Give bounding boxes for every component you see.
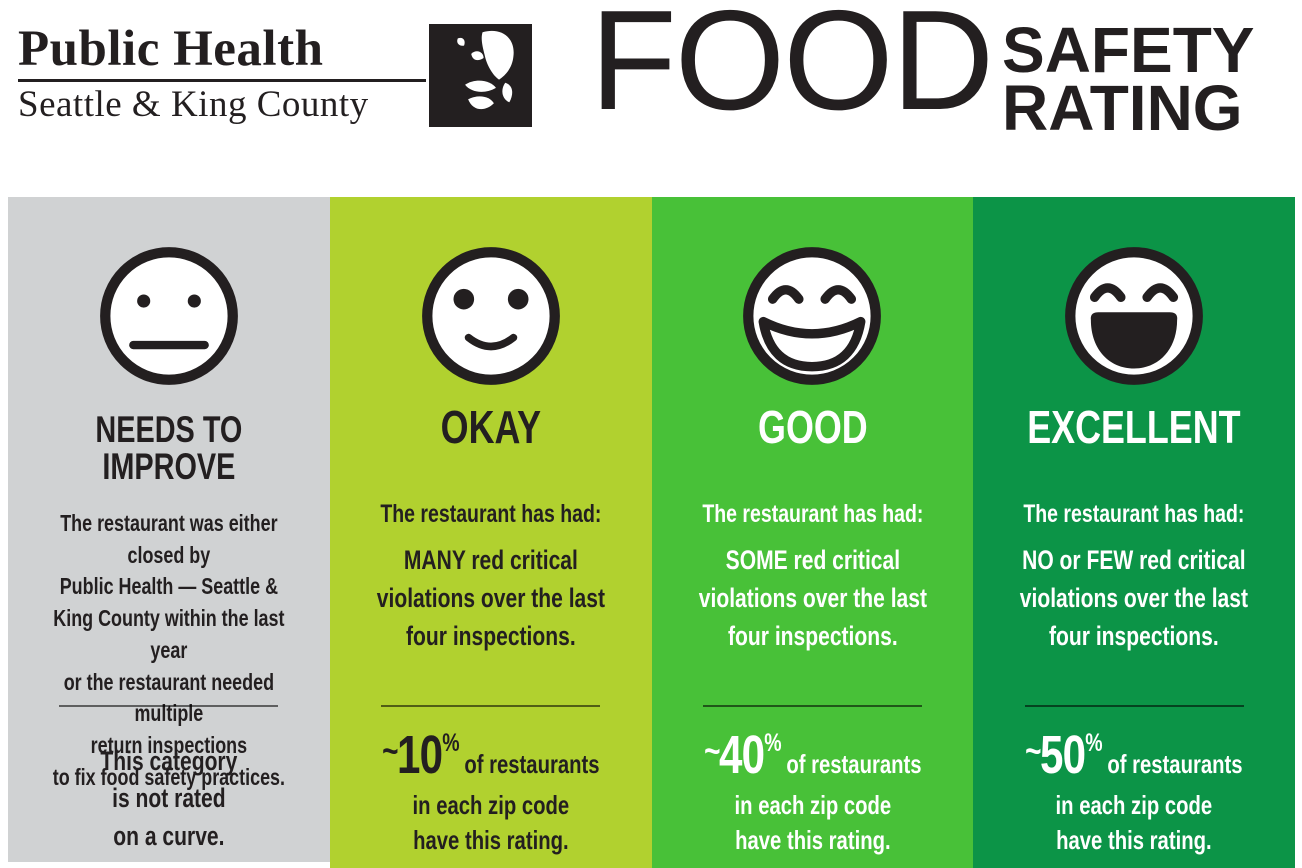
stat-rest: in each zip code have this rating.: [1055, 790, 1213, 856]
stat-line: ~40%of restaurants: [687, 728, 938, 782]
stat-percent-sign: %: [1085, 729, 1103, 757]
title-safety-rating: SAFETY RATING: [1002, 14, 1255, 144]
smile-face-icon: [743, 247, 882, 385]
slight-smile-face-icon: [421, 247, 560, 385]
column-good: GOOD The restaurant has had: SOME red cr…: [651, 197, 974, 868]
stat-value: 50: [1040, 725, 1086, 785]
rating-title: GOOD: [757, 401, 868, 453]
divider-line: [381, 705, 600, 707]
page-header: Public Health Seattle & King County FOOD…: [0, 0, 1302, 197]
rating-title: EXCELLENT: [1027, 401, 1241, 453]
stat-line: ~10%of restaurants: [365, 728, 616, 782]
rating-description: NO or FEW red critical violations over t…: [1020, 545, 1249, 651]
column-okay: OKAY The restaurant has had: MANY red cr…: [329, 197, 652, 868]
rating-title: NEEDS TO IMPROVE: [95, 409, 243, 487]
rating-description: MANY red critical violations over the la…: [376, 545, 605, 651]
stat-percent-sign: %: [763, 729, 782, 757]
org-name: Public Health: [18, 24, 426, 82]
title-food: FOOD: [590, 0, 994, 140]
rating-stat: ~40%of restaurants in each zip code have…: [687, 728, 938, 858]
stat-rest: in each zip code have this rating.: [734, 790, 891, 856]
public-health-logo: Public Health Seattle & King County: [18, 24, 426, 126]
divider-line: [702, 705, 922, 707]
stat-approx-tilde: ~: [703, 730, 720, 771]
rating-intro: The restaurant has had:: [701, 500, 923, 528]
column-excellent: EXCELLENT The restaurant has had: NO or …: [973, 197, 1295, 868]
rating-intro: The restaurant has had:: [1023, 500, 1245, 528]
laughing-face-icon: [1065, 247, 1204, 385]
stat-suffix: of restaurants: [464, 749, 600, 779]
stat-percent-sign: %: [442, 729, 460, 757]
rating-description: SOME red critical violations over the la…: [698, 545, 927, 651]
title-safety-line: SAFETY: [1002, 14, 1255, 86]
stat-approx-tilde: ~: [1025, 730, 1041, 771]
stat-suffix: of restaurants: [1107, 749, 1243, 779]
stat-line: ~50%of restaurants: [1009, 728, 1260, 782]
divider-line: [1024, 705, 1244, 707]
rating-columns: NEEDS TO IMPROVE The restaurant was eith…: [8, 197, 1295, 868]
stat-value: 10: [396, 725, 443, 785]
stat-value: 40: [718, 725, 765, 785]
stat-suffix: of restaurants: [785, 749, 922, 779]
rating-title: OKAY: [440, 401, 541, 453]
rating-footnote: This category is not rated on a curve.: [100, 746, 238, 851]
org-subtitle: Seattle & King County: [18, 84, 369, 125]
rating-stat: ~10%of restaurants in each zip code have…: [365, 728, 616, 858]
stat-approx-tilde: ~: [381, 730, 398, 771]
rating-intro: The restaurant has had:: [380, 500, 602, 528]
rating-stat: ~50%of restaurants in each zip code have…: [1009, 728, 1260, 858]
stat-rest: in each zip code have this rating.: [412, 790, 569, 856]
rating-description: The restaurant was either closed by Publ…: [52, 510, 286, 790]
title-rating-line: RATING: [1002, 71, 1243, 144]
divider-line: [59, 705, 279, 707]
king-county-mlk-logo-icon: [429, 24, 532, 127]
column-needs-to-improve: NEEDS TO IMPROVE The restaurant was eith…: [8, 197, 330, 862]
neutral-face-icon: [99, 247, 238, 385]
